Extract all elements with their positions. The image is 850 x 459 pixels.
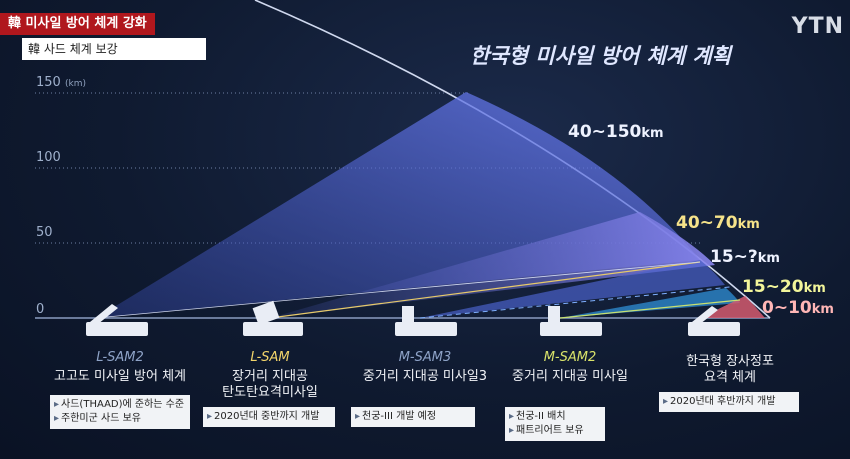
system-code: M-SAM2	[543, 350, 597, 365]
system-code: L-SAM	[250, 350, 290, 365]
system-notes: 2020년대 중반까지 개발	[203, 407, 335, 427]
system-name: 한국형 장사정포 요격 체계	[686, 354, 774, 385]
system-notes: 천궁-III 개발 예정	[351, 407, 475, 427]
y-tick-150: 150 (km)	[36, 75, 86, 90]
system-notes: 천궁-II 배치 패트리어트 보유	[505, 407, 605, 441]
launcher-icon-1	[86, 304, 148, 336]
cone-0-10	[700, 296, 765, 318]
page-title: 한국형 미사일 방어 체계 계획	[470, 44, 732, 68]
range-label-5: 0~10km	[762, 298, 834, 318]
system-notes: 2020년대 후반까지 개발	[659, 392, 799, 412]
launcher-icon-4	[540, 306, 602, 336]
system-notes: 사드(THAAD)에 준하는 수준 주한미군 사드 보유	[50, 395, 190, 429]
system-name: 중거리 지대공 미사일3	[362, 369, 488, 384]
system-m-sam2: M-SAM2 중거리 지대공 미사일 천궁-II 배치 패트리어트 보유	[495, 350, 645, 441]
system-lamd: 한국형 장사정포 요격 체계 2020년대 후반까지 개발	[655, 350, 805, 412]
launcher-icon-2	[243, 300, 303, 336]
system-m-sam3: M-SAM3 중거리 지대공 미사일3 천궁-III 개발 예정	[345, 350, 505, 427]
range-label-2: 40~70km	[676, 213, 760, 233]
range-label-1: 40~150km	[568, 122, 664, 142]
launcher-icons	[86, 300, 740, 336]
system-code: M-SAM3	[398, 350, 452, 365]
subtitle-strip: 韓 사드 체계 보강	[22, 38, 206, 60]
cone-15-20	[560, 288, 740, 318]
system-name: 고고도 미사일 방어 체계	[54, 369, 186, 384]
y-tick-0: 0	[36, 302, 45, 317]
system-l-sam2: L-SAM2 고고도 미사일 방어 체계 사드(THAAD)에 준하는 수준 주…	[40, 350, 200, 429]
y-tick-100: 100	[36, 150, 61, 165]
system-l-sam: L-SAM 장거리 지대공 탄도탄요격미사일 2020년대 중반까지 개발	[195, 350, 345, 427]
cone-15-q	[420, 260, 725, 318]
system-name: 중거리 지대공 미사일	[512, 369, 628, 384]
launcher-icon-3	[395, 306, 457, 336]
range-label-4: 15~20km	[742, 277, 826, 297]
y-tick-50: 50	[36, 225, 53, 240]
system-code: L-SAM2	[96, 350, 144, 365]
brand-logo: YTN	[791, 14, 844, 39]
launcher-icon-5	[688, 306, 740, 336]
headline-banner: 韓 미사일 방어 체계 강화	[0, 13, 155, 35]
range-label-3: 15~?km	[710, 247, 780, 267]
system-name: 장거리 지대공 탄도탄요격미사일	[222, 369, 318, 400]
